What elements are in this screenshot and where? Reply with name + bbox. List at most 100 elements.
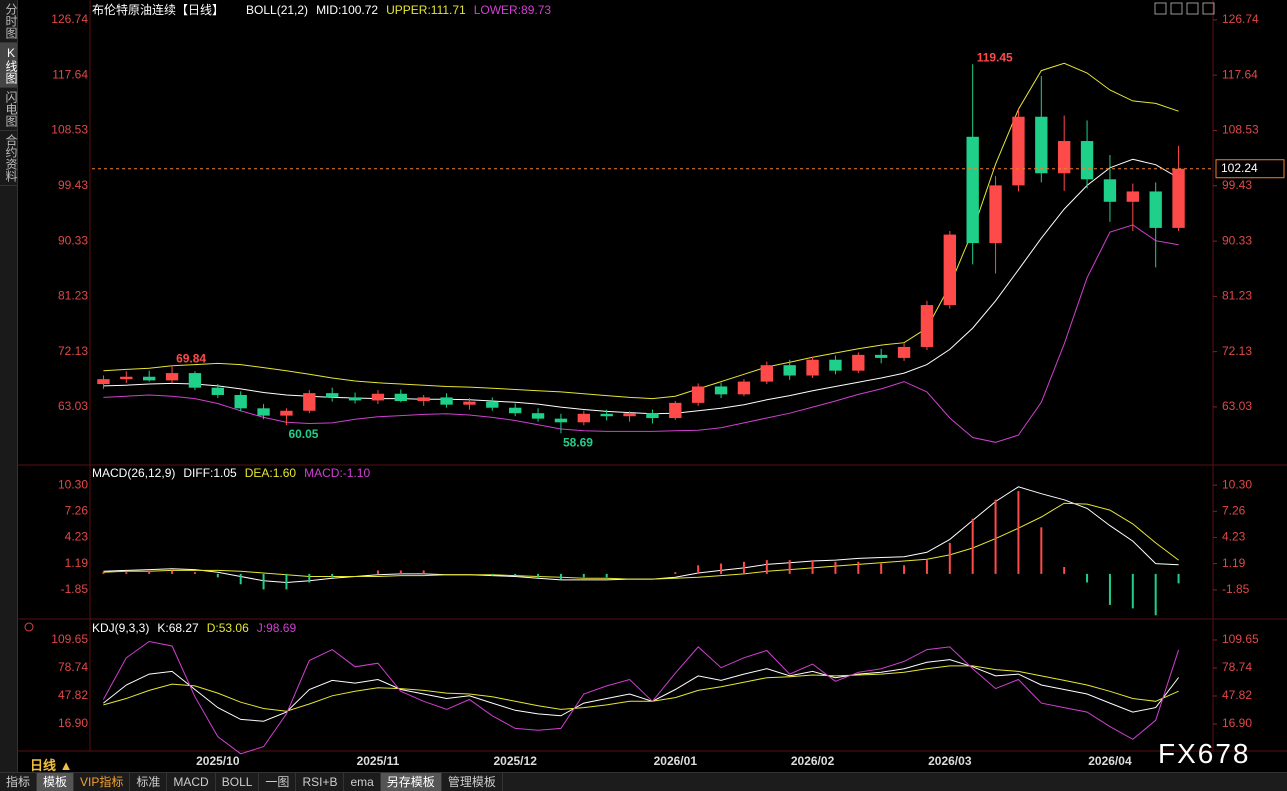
candle-body: [600, 413, 613, 417]
y-tick-label: 90.33: [58, 233, 88, 247]
y-tick-label: 1.19: [1222, 556, 1246, 570]
candle-body: [783, 365, 796, 376]
candle-body: [646, 413, 659, 419]
toolbar-icons[interactable]: [1154, 2, 1215, 15]
candle-body: [165, 373, 179, 381]
candle-body: [1058, 141, 1071, 174]
line: [103, 659, 1179, 722]
candle-body: [280, 410, 293, 416]
y-tick-label: 4.23: [65, 530, 89, 544]
panel-icon: [24, 622, 34, 632]
high-label: 119.45: [977, 50, 1013, 64]
y-tick-label: 109.65: [51, 632, 88, 646]
candle-body: [211, 387, 224, 395]
y-tick-label: 99.43: [1222, 178, 1252, 192]
bottom-tab[interactable]: 模板: [37, 773, 75, 791]
y-tick-label: 90.33: [1222, 233, 1252, 247]
y-tick-label: 7.26: [65, 503, 89, 517]
legend-entry: DEA:1.60: [245, 466, 297, 480]
icon[interactable]: [1202, 2, 1215, 15]
candle-body: [234, 394, 247, 409]
side-tabs: 分时图 K线图 闪电图 合约资料: [0, 0, 18, 772]
legend-entry: DIFF:1.05: [183, 466, 237, 480]
candle-body: [1126, 191, 1139, 202]
line: [103, 224, 1179, 443]
bottom-tab[interactable]: 指标: [0, 773, 38, 791]
x-tick-label: 2026/01: [654, 754, 698, 768]
candle-body: [120, 376, 133, 380]
bottom-tab[interactable]: 一图: [259, 773, 297, 791]
candle-body: [531, 413, 545, 419]
line: [103, 502, 1179, 580]
candle-body: [326, 393, 339, 398]
candle-body: [1080, 141, 1094, 180]
bottom-tab[interactable]: 管理模板: [442, 773, 503, 791]
candle-body: [97, 379, 110, 385]
candle-body: [875, 354, 888, 358]
period-label[interactable]: 日线 ▲: [30, 758, 73, 773]
candle-body: [669, 402, 682, 419]
icon[interactable]: [1154, 2, 1167, 15]
candle-body: [554, 418, 568, 423]
side-tab[interactable]: 合约资料: [0, 131, 18, 186]
x-tick-label: 2025/10: [196, 754, 240, 768]
y-tick-label: 117.64: [1222, 67, 1258, 81]
bottom-tab[interactable]: ema: [344, 773, 381, 791]
y-tick-label: -1.85: [61, 582, 89, 596]
candle-body: [1149, 191, 1162, 228]
candle-body: [371, 393, 385, 401]
x-tick-label: 2026/04: [1088, 754, 1132, 768]
y-tick-label: 72.13: [58, 344, 88, 358]
legend-entry: UPPER:111.71: [386, 3, 466, 17]
legend-entry: MID:100.72: [316, 3, 378, 17]
candle-body: [692, 386, 705, 403]
legend-entry: D:53.06: [207, 621, 249, 635]
candle-body: [829, 359, 842, 371]
candle-body: [394, 393, 407, 402]
bottom-tab[interactable]: BOLL: [216, 773, 260, 791]
y-tick-label: 78.74: [1222, 660, 1252, 674]
candle-body: [188, 373, 202, 388]
candle-body: [897, 346, 911, 358]
candle-body: [1012, 116, 1025, 186]
y-tick-label: 10.30: [1222, 477, 1252, 491]
candle-body: [1172, 168, 1185, 228]
x-tick-label: 2025/12: [493, 754, 537, 768]
y-tick-label: 78.74: [58, 660, 88, 674]
y-tick-label: 10.30: [58, 477, 88, 491]
candle-body: [989, 185, 1002, 244]
last-price-label: 102.24: [1221, 161, 1258, 175]
y-tick-label: 99.43: [58, 178, 88, 192]
candle-body: [463, 401, 476, 405]
y-tick-label: 72.13: [1222, 344, 1252, 358]
line: [102, 640, 1180, 755]
candle-body: [966, 136, 979, 244]
line: [103, 665, 1179, 712]
side-tab[interactable]: 闪电图: [0, 88, 18, 131]
bottom-tab[interactable]: VIP指标: [74, 773, 131, 791]
bottom-tab[interactable]: MACD: [167, 773, 216, 791]
y-tick-label: 108.53: [51, 123, 88, 137]
candle-body: [623, 413, 636, 417]
icon[interactable]: [1186, 2, 1199, 15]
candle-body: [806, 359, 819, 376]
x-tick-label: 2025/11: [357, 754, 400, 768]
y-tick-label: 47.82: [1222, 688, 1252, 702]
y-tick-label: 117.64: [52, 67, 88, 81]
legend-entry: MACD:-1.10: [304, 466, 370, 480]
bottom-tab[interactable]: RSI+B: [296, 773, 345, 791]
side-tab[interactable]: K线图: [0, 43, 18, 88]
candle-body: [714, 386, 728, 395]
icon[interactable]: [1170, 2, 1183, 15]
candle-body: [1103, 179, 1117, 202]
bottom-tabs: 指标 模板 VIP指标 标准 MACD BOLL 一图 RSI+B ema 另存模板 管理模板: [0, 772, 1287, 791]
side-tab[interactable]: 分时图: [0, 0, 18, 43]
bottom-tab[interactable]: 另存模板: [380, 773, 442, 791]
bottom-tab[interactable]: 标准: [130, 773, 168, 791]
candle-body: [486, 401, 499, 408]
y-tick-label: 1.19: [65, 556, 89, 570]
indicator-name: BOLL(21,2): [246, 3, 308, 17]
candle-body: [577, 413, 590, 423]
